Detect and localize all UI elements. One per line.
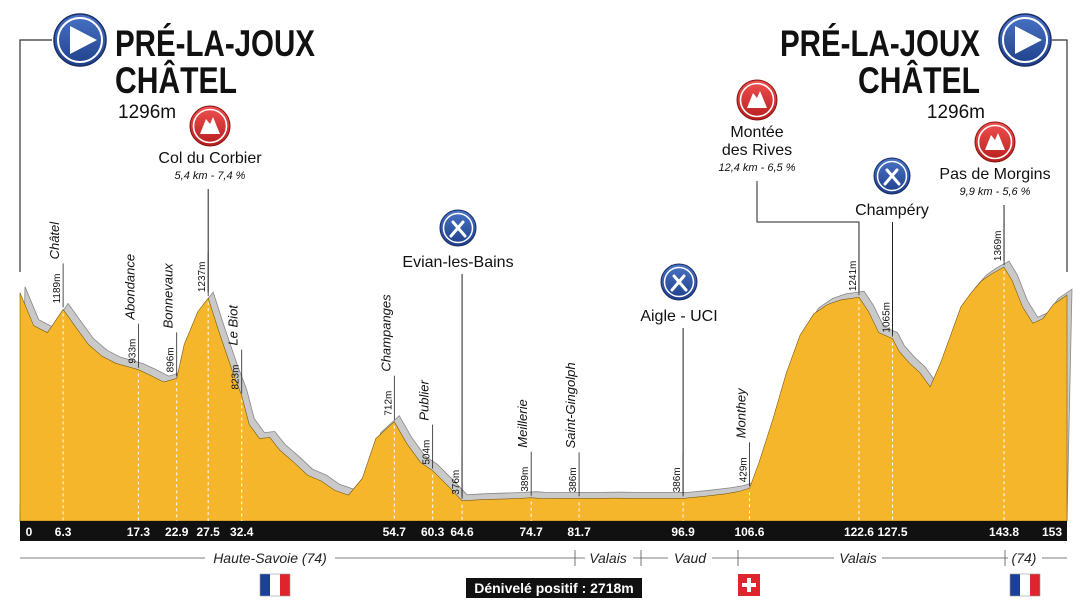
finish-header: PRÉ-LA-JOUX CHÂTEL 1296m <box>780 13 1052 123</box>
climb-name: des Rives <box>722 142 792 159</box>
region-label: Valais <box>839 550 877 566</box>
place-name-label: Saint-Gingolph <box>563 362 578 448</box>
climb-detail: 5,4 km - 7,4 % <box>175 170 246 182</box>
feed-zone-name: Aigle - UCI <box>640 308 717 325</box>
place-labels: 1189m Châtel 933m Abondance 896m Bonnevaux 123… <box>47 221 1004 495</box>
place-altitude-label: 389m <box>520 467 531 492</box>
place-name-label: Bonnevaux <box>161 263 176 329</box>
region-label: Valais <box>589 550 627 566</box>
place-name-label: Châtel <box>47 221 62 260</box>
km-axis-bar <box>20 521 1067 541</box>
km-tick-label: 64.6 <box>450 525 474 539</box>
region-row: Haute-Savoie (74) Valais Vaud Valais (74… <box>20 550 1067 566</box>
fork-knife-icon <box>660 263 698 301</box>
start-altitude: 1296m <box>118 102 176 123</box>
km-axis-labels: 6.3 17.3 22.9 27.5 32.4 54.7 60.3 64.6 74.7 81.7 9… <box>26 525 1063 539</box>
finish-altitude: 1296m <box>927 102 985 123</box>
feed-zone-name: Evian-les-Bains <box>402 254 513 271</box>
km-tick-label: 96.9 <box>671 525 695 539</box>
climb-name: Col du Corbier <box>158 150 262 167</box>
km-tick-label: 17.3 <box>127 525 151 539</box>
climb-detail: 9,9 km - 5,6 % <box>960 186 1031 198</box>
km-start-label: 0 <box>26 525 33 539</box>
region-label: Haute-Savoie (74) <box>213 550 327 566</box>
profile-layer <box>19 260 1073 522</box>
fork-knife-icon <box>873 157 911 195</box>
km-tick-label: 22.9 <box>165 525 189 539</box>
place-altitude-label: 376m <box>451 470 462 495</box>
feed-badges: Evian-les-Bains Aigle - UCI Champéry <box>402 157 929 325</box>
place-name-label: Publier <box>417 379 432 420</box>
place-altitude-label: 1369m <box>993 230 1004 261</box>
km-tick-label: 122.6 <box>844 525 874 539</box>
km-tick-label: 81.7 <box>567 525 591 539</box>
place-name-label: Abondance <box>122 254 137 321</box>
play-icon <box>53 13 107 67</box>
start-title-line2: CHÂTEL <box>115 59 237 101</box>
feed-zone-name: Champéry <box>855 202 929 219</box>
km-tick-label: 60.3 <box>421 525 445 539</box>
profile-area <box>19 266 1068 522</box>
place-name-label: Monthey <box>733 387 748 438</box>
km-tick-label: 127.5 <box>877 525 907 539</box>
mountain-icon <box>189 105 231 147</box>
finish-title-line1: PRÉ-LA-JOUX <box>780 23 980 64</box>
finish-title-line2: CHÂTEL <box>858 59 980 101</box>
fork-knife-icon <box>439 209 477 247</box>
place-altitude-label: 386m <box>568 467 579 492</box>
flag-france-icon <box>1009 573 1041 597</box>
place-altitude-label: 504m <box>422 440 433 465</box>
km-tick-label: 32.4 <box>230 525 254 539</box>
km-tick-label: 54.7 <box>383 525 407 539</box>
place-altitude-label: 1237m <box>197 262 208 293</box>
place-name-label: Meillerie <box>515 399 530 447</box>
climb-name: Montée <box>730 124 783 141</box>
region-label: (74) <box>1012 550 1037 566</box>
km-tick-label: 143.8 <box>989 525 1019 539</box>
leader-lines <box>207 181 1005 497</box>
place-altitude-label: 933m <box>127 339 138 364</box>
climb-detail: 12,4 km - 6,5 % <box>718 162 795 174</box>
start-header: PRÉ-LA-JOUX CHÂTEL 1296m <box>53 13 315 123</box>
place-altitude-label: 1065m <box>882 302 893 333</box>
km-tick-label: 27.5 <box>197 525 221 539</box>
play-icon <box>998 13 1052 67</box>
km-tick-label: 6.3 <box>55 525 72 539</box>
start-title-line1: PRÉ-LA-JOUX <box>115 23 315 64</box>
mountain-icon <box>974 121 1016 163</box>
summary-box <box>466 578 642 598</box>
km-tick-label: 106.6 <box>734 525 764 539</box>
header-frame-lines <box>19 39 1068 272</box>
place-name-label: Le Biot <box>226 304 241 346</box>
region-label: Vaud <box>674 550 707 566</box>
flag-france-icon <box>259 573 291 597</box>
place-altitude-label: 1241m <box>848 261 859 292</box>
place-altitude-label: 712m <box>383 391 394 416</box>
place-altitude-label: 896m <box>166 347 177 372</box>
climb-leader-line <box>756 181 860 292</box>
elevation-gain-summary: Dénivelé positif : 2718m <box>474 580 634 596</box>
flag-switzerland-icon <box>738 574 760 596</box>
place-altitude-label: 386m <box>672 467 683 492</box>
km-end-label: 153 <box>1042 525 1062 539</box>
km-tick-label: 74.7 <box>520 525 544 539</box>
place-altitude-label: 1189m <box>52 274 63 304</box>
place-altitude-label: 429m <box>738 457 749 482</box>
mountain-icon <box>736 79 778 121</box>
place-altitude-label: 823m <box>231 365 242 390</box>
place-name-label: Champanges <box>378 294 393 372</box>
climb-name: Pas de Morgins <box>939 166 1050 183</box>
